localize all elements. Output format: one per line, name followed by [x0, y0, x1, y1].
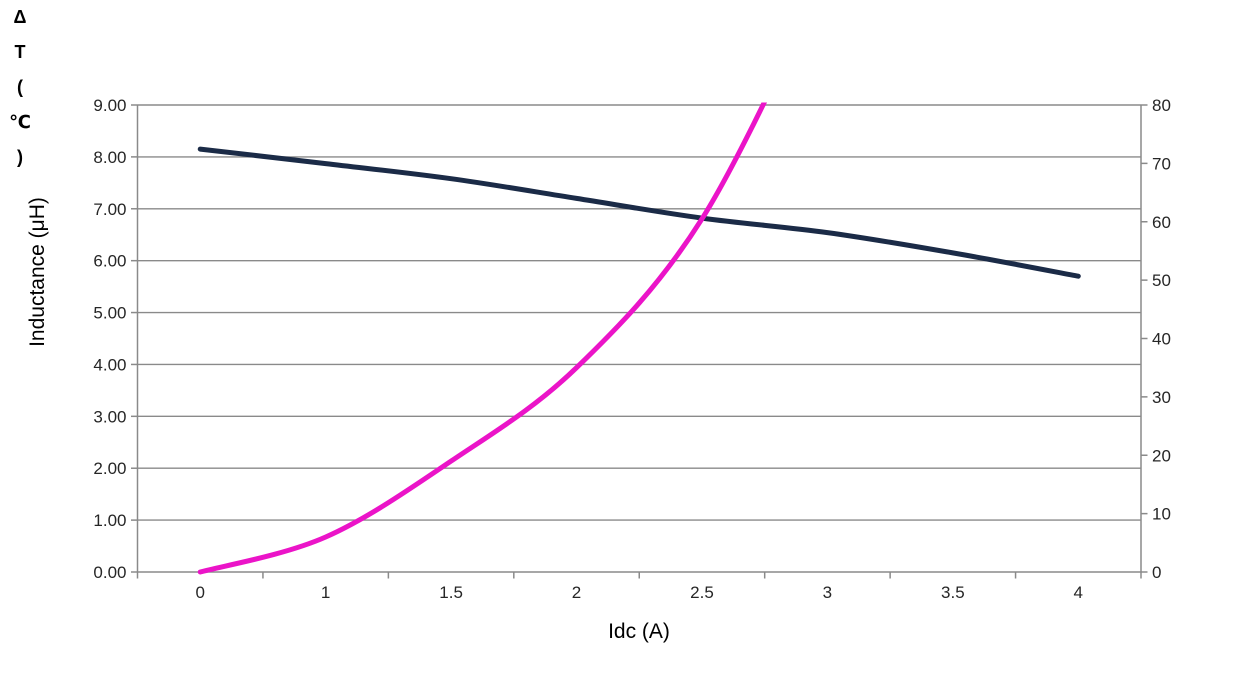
x-axis-tick-label: 4	[1074, 583, 1083, 602]
y-axis-right-title: Δ T ( ℃)	[0, 0, 40, 175]
y-axis-right-title-char: ℃	[9, 112, 31, 132]
y-axis-right-tick-label: 60	[1152, 213, 1171, 232]
y-axis-left-tick-label: 1.00	[93, 511, 126, 530]
y-axis-left-tick-label: 2.00	[93, 459, 126, 478]
y-axis-left-tick-label: 7.00	[93, 200, 126, 219]
x-axis-tick-label: 1.5	[439, 583, 463, 602]
y-axis-right-tick-label: 40	[1152, 330, 1171, 349]
y-axis-right-tick-label: 80	[1152, 96, 1171, 115]
y-axis-left-tick-label: 0.00	[93, 563, 126, 582]
series-line-temperature-rise-t	[197, 102, 768, 575]
x-axis-tick-label: 3.5	[941, 583, 965, 602]
y-axis-left-tick-label: 3.00	[93, 407, 126, 426]
x-axis-title: Idc (A)	[608, 620, 670, 643]
y-axis-right-title-char: (	[17, 77, 23, 97]
series-line-inductance	[197, 146, 1081, 279]
y-axis-left-title: Inductance (μH)	[26, 197, 49, 347]
x-axis-tick-label: 3	[823, 583, 832, 602]
y-axis-left-tick-label: 8.00	[93, 148, 126, 167]
x-axis-tick-label: 2	[572, 583, 581, 602]
y-axis-left-tick-label: 5.00	[93, 304, 126, 323]
y-axis-left-tick-label: 9.00	[93, 96, 126, 115]
y-axis-right-tick-label: 20	[1152, 446, 1171, 465]
y-axis-right-tick-label: 50	[1152, 271, 1171, 290]
y-axis-right-title-char: Δ	[13, 7, 27, 27]
y-axis-right-tick-label: 70	[1152, 154, 1171, 173]
y-axis-right-title-char: T	[14, 42, 26, 62]
y-axis-left-tick-label: 6.00	[93, 252, 126, 271]
x-axis-tick-label: 2.5	[690, 583, 714, 602]
y-axis-right-title-char: )	[17, 147, 23, 167]
y-axis-right-tick-label: 10	[1152, 505, 1171, 524]
x-axis-tick-label: 1	[321, 583, 330, 602]
x-axis-tick-label: 0	[195, 583, 204, 602]
y-axis-left-tick-label: 4.00	[93, 355, 126, 374]
y-axis-right-tick-label: 0	[1152, 563, 1161, 582]
y-axis-right-tick-label: 30	[1152, 388, 1171, 407]
